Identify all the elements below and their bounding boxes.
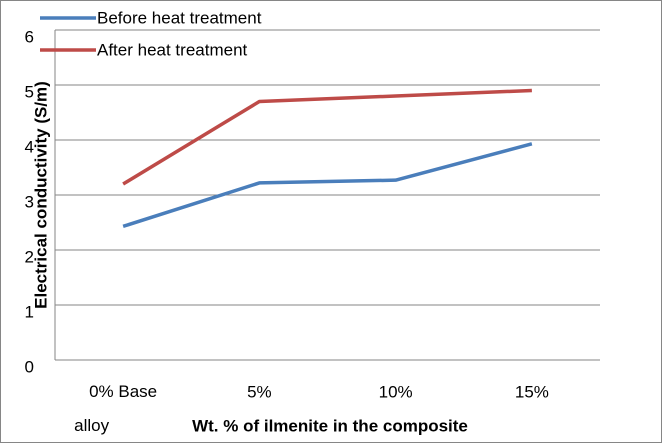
y-tick-label: 6 bbox=[25, 27, 34, 46]
x-tick-label: 10% bbox=[379, 382, 413, 401]
x-tick-label: 5% bbox=[247, 382, 272, 401]
legend-label: After heat treatment bbox=[97, 40, 248, 59]
x-tick-label: 0% Base alloy bbox=[74, 382, 157, 435]
y-tick-label: 4 bbox=[25, 137, 34, 156]
y-tick-label: 0 bbox=[25, 357, 34, 376]
y-tick-label: 2 bbox=[25, 247, 34, 266]
series-line bbox=[122, 88, 532, 186]
x-tick-label: 15% bbox=[515, 382, 549, 401]
y-tick-label: 5 bbox=[25, 82, 34, 101]
x-axis-title: Wt. % of ilmenite in the composite bbox=[192, 416, 468, 435]
y-axis-title: Electrical conductivity (S/m) bbox=[31, 81, 50, 309]
y-tick-label: 3 bbox=[25, 192, 34, 211]
legend-label: Before heat treatment bbox=[97, 8, 262, 27]
y-tick-label: 1 bbox=[25, 302, 34, 321]
plot-area bbox=[54, 29, 600, 361]
series-line bbox=[122, 142, 533, 229]
